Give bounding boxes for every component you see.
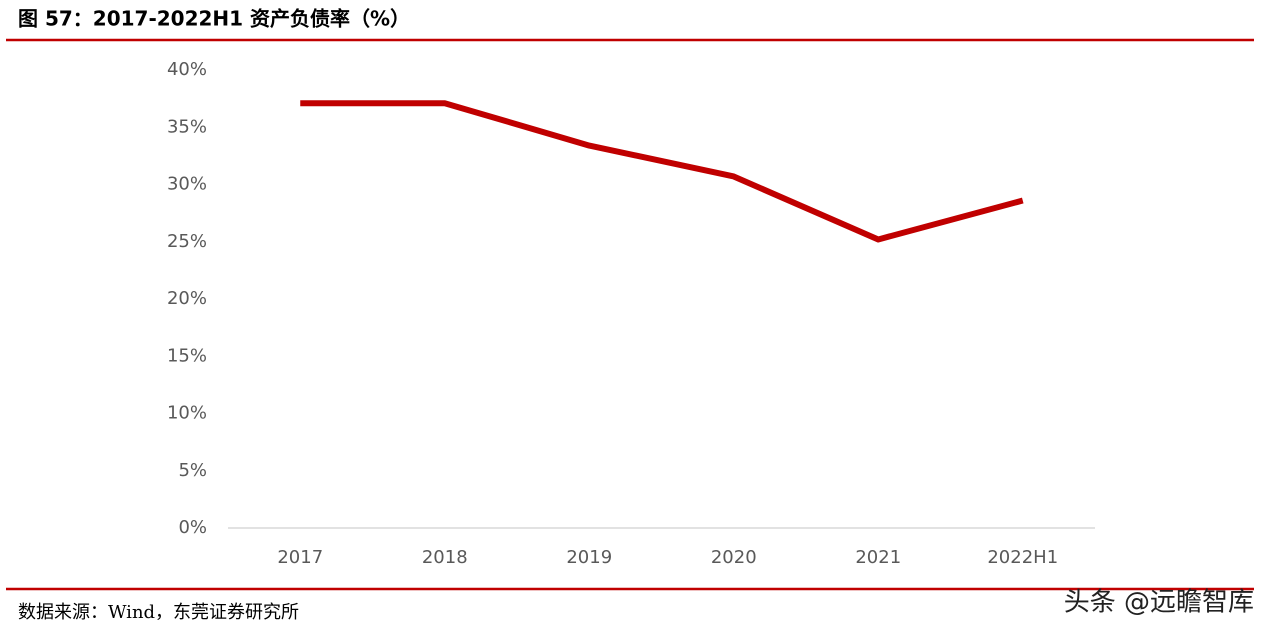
x-tick-label: 2020 bbox=[711, 547, 757, 568]
y-tick-label: 25% bbox=[167, 231, 207, 252]
y-tick-label: 40% bbox=[167, 59, 207, 80]
y-tick-label: 30% bbox=[167, 174, 207, 195]
x-tick-label: 2017 bbox=[277, 547, 323, 568]
y-tick-label: 5% bbox=[178, 460, 207, 481]
y-tick-label: 15% bbox=[167, 345, 207, 366]
chart-title: 图 57：2017-2022H1 资产负债率（%） bbox=[18, 7, 410, 31]
x-tick-label: 2022H1 bbox=[987, 547, 1058, 568]
y-tick-label: 20% bbox=[167, 288, 207, 309]
x-tick-label: 2018 bbox=[422, 547, 468, 568]
x-tick-label: 2019 bbox=[566, 547, 612, 568]
y-tick-label: 10% bbox=[167, 403, 207, 424]
y-tick-label: 0% bbox=[178, 517, 207, 538]
source: 数据来源：Wind，东莞证券研究所 bbox=[18, 602, 299, 623]
x-tick-label: 2021 bbox=[855, 547, 901, 568]
watermark: 头条 @远瞻智库 bbox=[1064, 588, 1254, 618]
y-tick-label: 35% bbox=[167, 116, 207, 137]
data-line bbox=[300, 100, 1024, 243]
